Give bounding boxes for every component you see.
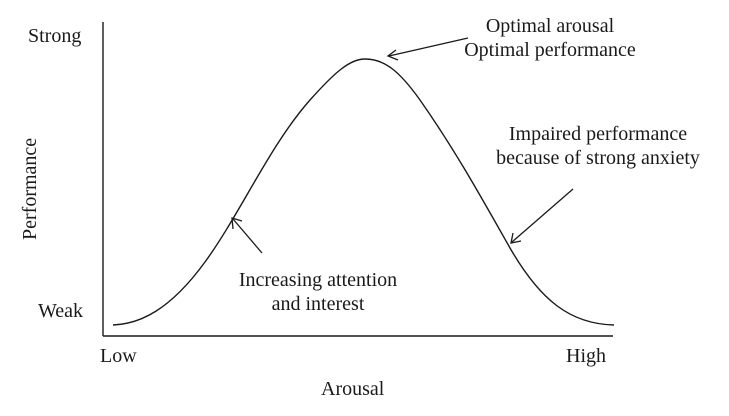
y-axis-title: Performance: [19, 137, 41, 240]
anxiety-arrow: [510, 188, 574, 244]
attention-annotation-line1: Increasing attention: [238, 269, 398, 291]
x-axis-title: Arousal: [321, 378, 385, 400]
y-axis-strong-label: Strong: [28, 25, 82, 47]
anxiety-annotation-line2: because of strong anxiety: [496, 147, 700, 169]
performance-curve: [112, 58, 615, 326]
attention-arrow: [231, 217, 263, 254]
peak-annotation-line1: Optimal arousal: [485, 15, 615, 37]
x-axis-high-label: High: [566, 345, 606, 367]
x-axis-low-label: Low: [100, 345, 137, 367]
y-axis-weak-label: Weak: [38, 300, 84, 322]
peak-annotation-line2: Optimal performance: [464, 39, 636, 61]
peak-arrow: [386, 37, 469, 61]
attention-annotation: Increasing attention and interest: [198, 268, 438, 316]
anxiety-annotation-line1: Impaired performance: [508, 123, 688, 145]
anxiety-annotation: Impaired performance because of strong a…: [468, 122, 728, 170]
peak-annotation: Optimal arousal Optimal performance: [430, 14, 670, 62]
attention-annotation-line2: and interest: [271, 293, 365, 315]
